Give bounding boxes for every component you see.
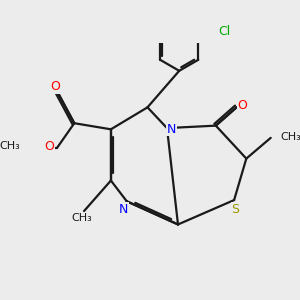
Text: CH₃: CH₃: [280, 132, 300, 142]
Text: O: O: [50, 80, 60, 93]
Text: O: O: [44, 140, 54, 153]
Text: CH₃: CH₃: [0, 141, 20, 152]
Text: CH₃: CH₃: [71, 214, 92, 224]
Text: N: N: [167, 123, 176, 136]
Text: S: S: [231, 203, 239, 216]
Text: N: N: [118, 203, 128, 216]
Text: Cl: Cl: [218, 26, 230, 38]
Text: O: O: [237, 98, 247, 112]
